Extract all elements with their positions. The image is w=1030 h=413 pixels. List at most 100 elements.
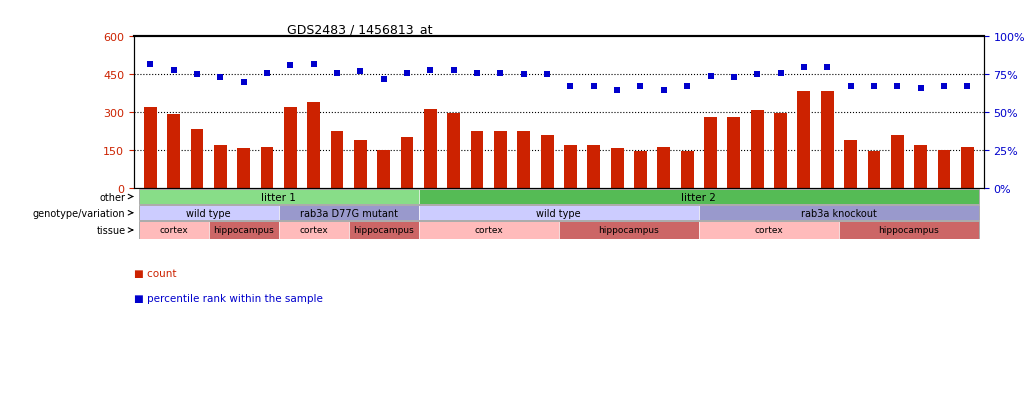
Bar <box>377 150 390 189</box>
Bar <box>845 140 857 189</box>
Text: ■ percentile rank within the sample: ■ percentile rank within the sample <box>134 293 322 303</box>
Bar <box>961 148 973 189</box>
Bar <box>401 138 413 189</box>
Bar <box>698 206 978 221</box>
Point <box>142 61 159 68</box>
Point <box>562 84 579 90</box>
Bar <box>915 145 927 189</box>
Bar <box>541 135 553 189</box>
Point <box>282 63 299 69</box>
Text: wild type: wild type <box>186 208 231 218</box>
Bar <box>681 152 693 189</box>
Bar <box>139 206 279 221</box>
Point <box>329 70 345 77</box>
Point <box>422 67 439 74</box>
Bar <box>191 130 203 189</box>
Bar <box>494 131 507 189</box>
Bar <box>139 190 419 205</box>
Point <box>399 70 415 77</box>
Bar <box>657 148 671 189</box>
Bar <box>775 114 787 189</box>
Point <box>749 72 765 78</box>
Text: tissue: tissue <box>96 225 126 235</box>
Point <box>795 64 812 71</box>
Bar <box>705 118 717 189</box>
Point <box>259 70 275 77</box>
Bar <box>937 150 951 189</box>
Bar <box>209 222 279 239</box>
Point <box>819 64 835 71</box>
Text: hippocampus: hippocampus <box>879 226 939 235</box>
Bar <box>727 118 741 189</box>
Point <box>376 76 392 83</box>
Bar <box>144 108 157 189</box>
Point <box>889 84 905 90</box>
Text: other: other <box>100 192 126 202</box>
Bar <box>797 91 811 189</box>
Text: cortex: cortex <box>300 226 328 235</box>
Point <box>492 70 509 77</box>
Bar <box>867 152 881 189</box>
Text: ■ count: ■ count <box>134 268 176 278</box>
Point <box>539 72 555 78</box>
Bar <box>838 222 978 239</box>
Point <box>516 72 533 78</box>
Text: rab3a knockout: rab3a knockout <box>801 208 877 218</box>
Bar <box>558 222 698 239</box>
Point <box>212 75 229 81</box>
Point <box>655 87 672 94</box>
Bar <box>167 114 180 189</box>
Point <box>166 67 182 74</box>
Bar <box>751 111 763 189</box>
Point <box>469 70 485 77</box>
Point <box>585 84 602 90</box>
Bar <box>349 222 419 239</box>
Text: cortex: cortex <box>755 226 783 235</box>
Point <box>306 61 322 68</box>
Point <box>632 84 649 90</box>
Text: litter 1: litter 1 <box>262 192 296 202</box>
Bar <box>279 222 349 239</box>
Bar <box>517 131 530 189</box>
Point <box>935 84 952 90</box>
Point <box>352 69 369 76</box>
Text: cortex: cortex <box>475 226 503 235</box>
Bar <box>139 222 209 239</box>
Text: wild type: wild type <box>537 208 581 218</box>
Bar <box>261 148 273 189</box>
Text: rab3a D77G mutant: rab3a D77G mutant <box>300 208 398 218</box>
Bar <box>611 149 623 189</box>
Bar <box>354 140 367 189</box>
Point <box>679 84 695 90</box>
Bar <box>471 131 483 189</box>
Point <box>236 79 252 86</box>
Bar <box>587 145 600 189</box>
Bar <box>424 110 437 189</box>
Bar <box>237 149 250 189</box>
Bar <box>447 114 460 189</box>
Point <box>188 72 205 78</box>
Bar <box>279 206 419 221</box>
Point <box>865 84 882 90</box>
Text: hippocampus: hippocampus <box>598 226 659 235</box>
Text: genotype/variation: genotype/variation <box>33 208 126 218</box>
Bar <box>419 222 558 239</box>
Point <box>913 85 929 92</box>
Bar <box>821 91 833 189</box>
Point <box>772 70 789 77</box>
Point <box>702 74 719 80</box>
Text: cortex: cortex <box>160 226 187 235</box>
Text: GDS2483 / 1456813_at: GDS2483 / 1456813_at <box>286 23 433 36</box>
Text: hippocampus: hippocampus <box>213 226 274 235</box>
Bar <box>214 146 227 189</box>
Bar <box>284 108 297 189</box>
Point <box>725 75 742 81</box>
Point <box>609 87 625 94</box>
Text: litter 2: litter 2 <box>682 192 716 202</box>
Bar <box>419 190 978 205</box>
Bar <box>307 102 320 189</box>
Point <box>843 84 859 90</box>
Bar <box>634 152 647 189</box>
Bar <box>891 135 903 189</box>
Point <box>446 67 462 74</box>
